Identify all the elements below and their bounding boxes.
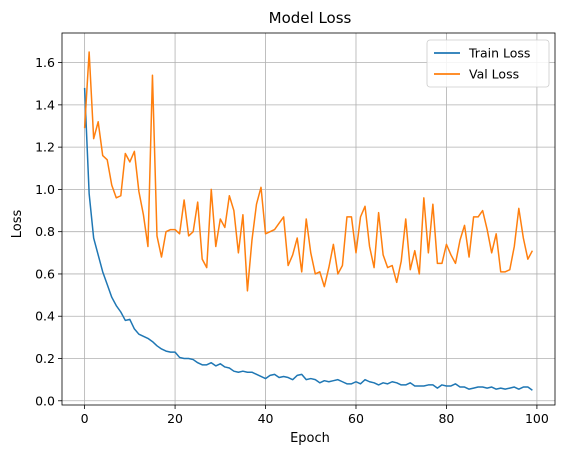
x-tick-label: 80 [438,411,454,426]
y-axis-label: Loss [10,210,25,239]
x-axis-label: Epoch [290,431,330,446]
series-line-train-loss [83,87,533,391]
y-tick-label: 0.6 [35,266,55,281]
y-tick-label: 0.2 [35,351,55,366]
chart-title: Model Loss [269,9,352,27]
x-tick-label: 0 [81,411,89,426]
y-tick-label: 1.0 [35,182,55,197]
y-axis: 0.0 0.2 0.4 0.6 0.8 1.0 1.2 1.4 1.6 [35,55,62,408]
y-tick-label: 1.6 [35,55,55,70]
legend-label: Val Loss [469,67,519,82]
x-tick-label: 40 [258,411,274,426]
x-tick-label: 60 [348,411,364,426]
y-tick-label: 1.4 [35,97,55,112]
series-layer [83,51,534,391]
x-tick-label: 20 [167,411,183,426]
y-tick-label: 0.4 [35,309,55,324]
x-axis: 0 20 40 60 80 100 [81,405,549,426]
series-line-val-loss [83,51,534,292]
legend-label: Train Loss [468,46,530,61]
plot-frame [61,32,556,406]
legend: Train Loss Val Loss [426,39,550,88]
y-tick-label: 1.2 [35,140,55,155]
x-tick-label: 100 [525,411,549,426]
legend-box [426,39,550,88]
y-tick-label: 0.0 [35,393,55,408]
y-tick-label: 0.8 [35,224,55,239]
